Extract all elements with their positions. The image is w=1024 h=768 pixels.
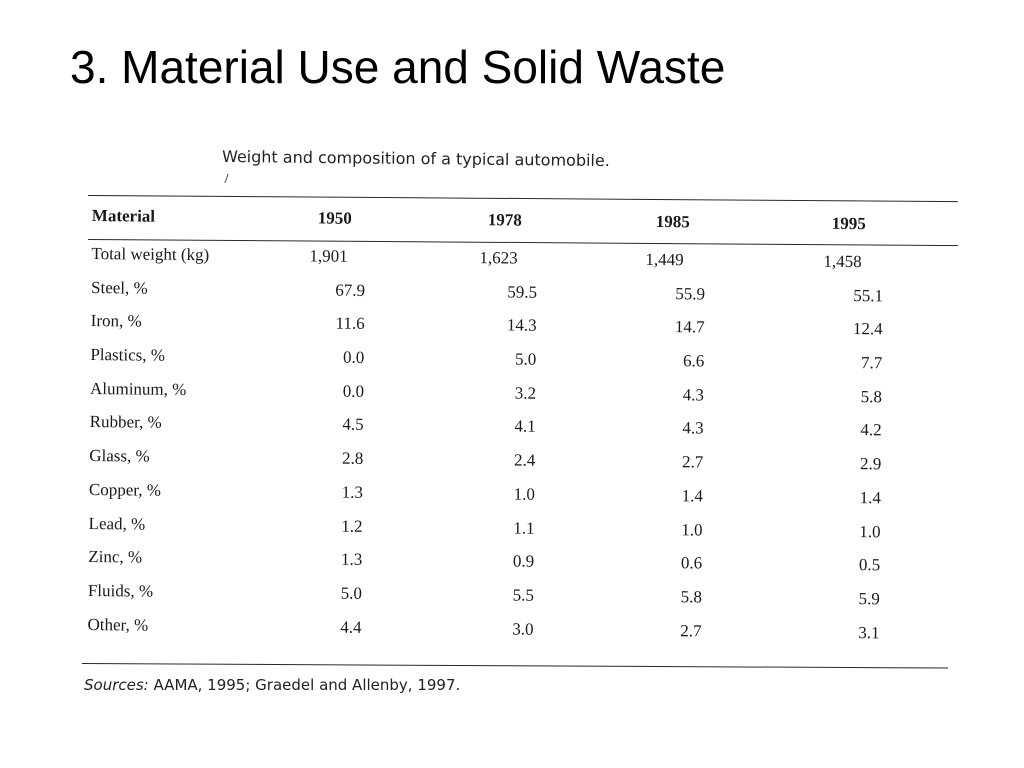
table-cell: 1.3 (340, 549, 363, 570)
table-cell: 5.0 (515, 349, 537, 369)
table-body: Total weight (kg) 1,901 1,623 1,449 1,458 Ste… (83, 240, 957, 653)
table-cell: 4.5 (342, 415, 364, 435)
table-cell: 2.9 (859, 454, 882, 474)
column-header-1995: 1995 (831, 213, 866, 234)
table-cell: 3.0 (512, 619, 534, 639)
table-cell: 3.1 (858, 622, 880, 642)
table-cell: 0.9 (512, 551, 535, 571)
table-cell: 11.6 (335, 313, 365, 334)
table-cell: 1.3 (341, 482, 364, 502)
table-cell: 12.4 (852, 319, 883, 339)
table-cell: 67.9 (335, 280, 366, 300)
table-cell: 0.6 (680, 553, 703, 573)
row-label: Aluminum, % (89, 378, 187, 399)
table-cell: 1.1 (513, 517, 535, 538)
table-cell: 5.8 (860, 386, 883, 407)
sources-text: AAMA, 1995; Graedel and Allenby, 1997. (153, 676, 461, 694)
table-cell: 1,901 (309, 246, 348, 266)
row-label: Copper, % (88, 479, 162, 500)
table-sources: Sources: AAMA, 1995; Graedel and Allenby… (84, 676, 460, 694)
row-label: Other, % (87, 614, 149, 635)
column-header-1950: 1950 (317, 208, 352, 228)
table-cell: 59.5 (507, 282, 538, 302)
table-cell: 2.7 (680, 620, 702, 641)
table-cell: 4.2 (860, 420, 882, 440)
table-cell: 1,458 (823, 251, 862, 272)
table-cell: 4.1 (514, 416, 536, 437)
table-cell: 5.5 (512, 585, 534, 605)
table-cell: 1.0 (513, 484, 536, 504)
table-cell: 2.4 (513, 450, 536, 470)
sources-label: Sources: (84, 676, 149, 694)
row-label: Lead, % (88, 513, 146, 534)
row-label: Iron, % (90, 311, 142, 331)
table-cell: 1.2 (341, 516, 363, 536)
table-cell: 6.6 (682, 351, 705, 371)
column-header-1978: 1978 (487, 210, 522, 230)
table-cell: 7.7 (860, 353, 883, 373)
table-cell: 55.9 (675, 283, 706, 304)
table-cell: 55.1 (853, 285, 884, 306)
table-cell: 0.0 (342, 381, 365, 401)
column-header-1985: 1985 (655, 211, 690, 232)
table-cell: 1.0 (859, 521, 881, 541)
row-label: Fluids, % (87, 580, 154, 601)
row-label: Zinc, % (88, 547, 143, 567)
table-cell: 5.8 (680, 587, 702, 607)
table-cell: 4.4 (340, 617, 362, 637)
row-label: Total weight (kg) (91, 244, 210, 265)
table-cell: 4.3 (682, 384, 705, 405)
table-cell: 2.7 (681, 452, 704, 472)
composition-table: Material 1950 1978 1985 1995 Total weigh… (83, 200, 958, 653)
table-cell: 2.8 (341, 448, 364, 469)
table-cell: 4.3 (682, 418, 704, 438)
table-bottom-rule (81, 663, 948, 669)
row-label: Glass, % (89, 446, 150, 466)
table-cell: 1.0 (681, 519, 703, 539)
row-label: Plastics, % (90, 345, 166, 365)
scan-mark (224, 174, 232, 183)
table-cell: 3.2 (514, 383, 537, 403)
table-cell: 1.4 (681, 486, 704, 506)
table-cell: 1,449 (645, 249, 684, 270)
table-caption: Weight and composition of a typical auto… (221, 147, 610, 171)
row-label: Rubber, % (89, 412, 162, 433)
table-cell: 5.0 (340, 583, 362, 603)
table-cell: 5.9 (858, 588, 880, 609)
table-cell: 1.4 (859, 487, 882, 508)
column-header-material: Material (91, 206, 156, 226)
table-cell: 14.3 (506, 315, 537, 336)
slide-title: 3. Material Use and Solid Waste (70, 41, 726, 93)
table-cell: 0.5 (858, 555, 881, 575)
table-cell: 1,623 (479, 248, 518, 268)
table-cell: 14.7 (674, 317, 705, 337)
row-label: Steel, % (90, 277, 148, 298)
table-cell: 0.0 (343, 347, 365, 367)
